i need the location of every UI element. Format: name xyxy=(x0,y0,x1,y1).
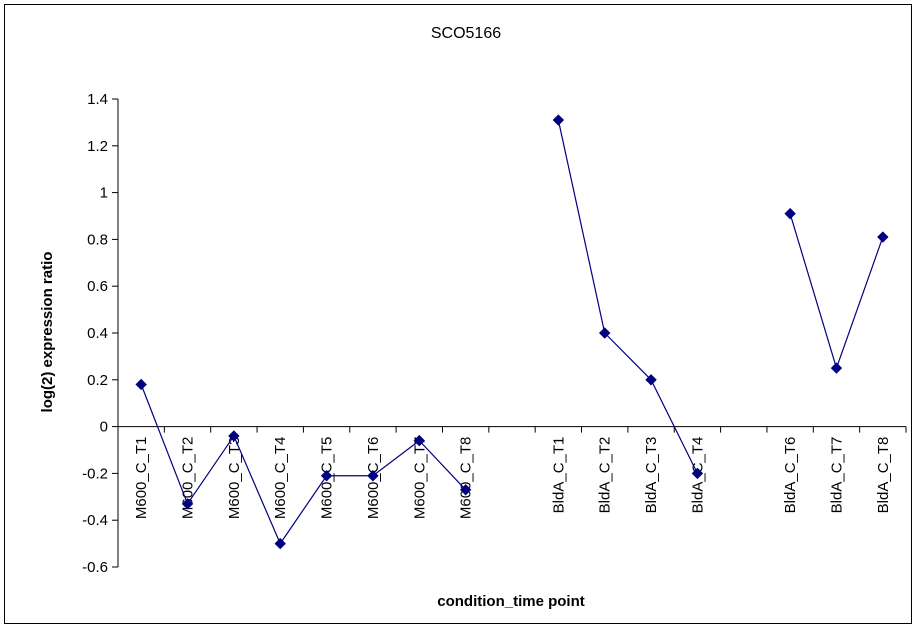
series-segment xyxy=(140,384,189,505)
x-tick-label: BldA_C_T2 xyxy=(597,437,614,514)
series-segment xyxy=(279,475,328,544)
data-point xyxy=(320,470,333,482)
y-tick-label: -0.4 xyxy=(82,512,108,529)
x-tick-label: BldA_C_T1 xyxy=(550,437,567,514)
series-segment xyxy=(604,332,652,381)
data-point xyxy=(413,434,426,447)
series-line xyxy=(140,119,884,544)
x-tick-label: M600_C_T1 xyxy=(133,437,150,520)
chart-frame: SCO5166 -0.6 -0.4 -0.2 0 0.2 0.4 0.6 0.8 1 1.2 1.4… xyxy=(4,4,912,624)
y-tick-label: 0 xyxy=(100,419,108,436)
data-point xyxy=(367,470,379,482)
y-tick-label: 1.2 xyxy=(87,138,108,155)
data-point xyxy=(459,484,472,496)
data-point xyxy=(830,362,843,374)
x-axis-title: condition_time point xyxy=(437,593,585,610)
series-segment xyxy=(372,440,420,477)
x-tick-label: M600_C_T7 xyxy=(411,437,428,520)
series-segment xyxy=(557,119,606,334)
y-axis-ticks: -0.6 -0.4 -0.2 0 0.2 0.4 0.6 0.8 1 1.2 1.4 xyxy=(82,91,118,576)
series-segment xyxy=(789,213,838,369)
x-tick-label: M600_C_T4 xyxy=(272,437,289,520)
y-tick-label: -0.6 xyxy=(82,559,108,576)
series-points xyxy=(135,114,889,550)
y-tick-label: 1.4 xyxy=(87,91,108,108)
series-segment xyxy=(187,435,235,505)
line-chart: SCO5166 -0.6 -0.4 -0.2 0 0.2 0.4 0.6 0.8 1 1.2 1.4… xyxy=(39,25,907,610)
y-axis-title: log(2) expression ratio xyxy=(39,252,56,413)
y-tick-label: 0.6 xyxy=(87,278,108,295)
x-tick-label: BldA_C_T8 xyxy=(875,437,892,514)
y-tick-label: 0.2 xyxy=(87,372,108,389)
x-tick-label: M600_C_T3 xyxy=(226,437,243,520)
x-tick-label: BldA_C_T3 xyxy=(643,437,660,514)
chart-title: SCO5166 xyxy=(431,25,501,42)
x-tick-label: BldA_C_T7 xyxy=(828,437,845,514)
data-point xyxy=(784,207,796,220)
x-tick-label: BldA_C_T6 xyxy=(782,437,799,514)
series-segment xyxy=(418,440,467,491)
data-point xyxy=(691,467,704,480)
data-point xyxy=(274,537,286,550)
data-point xyxy=(181,498,194,510)
x-axis-ticks: M600_C_T1 M600_C_T2 M600_C_T3 M600_C_T4 M600… xyxy=(117,426,907,520)
series-segment xyxy=(650,379,698,474)
data-point xyxy=(598,327,611,339)
y-tick-label: 0.8 xyxy=(87,231,108,248)
data-point xyxy=(877,231,889,243)
data-point xyxy=(135,378,147,391)
y-tick-label: 1 xyxy=(100,185,108,202)
x-tick-label: M600_C_T8 xyxy=(458,437,475,520)
data-point xyxy=(552,114,565,126)
y-tick-label: 0.4 xyxy=(87,325,108,342)
y-tick-label: -0.2 xyxy=(82,465,108,482)
data-point xyxy=(228,430,240,442)
x-tick-label: M600_C_T2 xyxy=(180,437,197,520)
series-segment xyxy=(835,236,884,369)
data-point xyxy=(645,374,657,386)
series-segment xyxy=(233,435,281,544)
